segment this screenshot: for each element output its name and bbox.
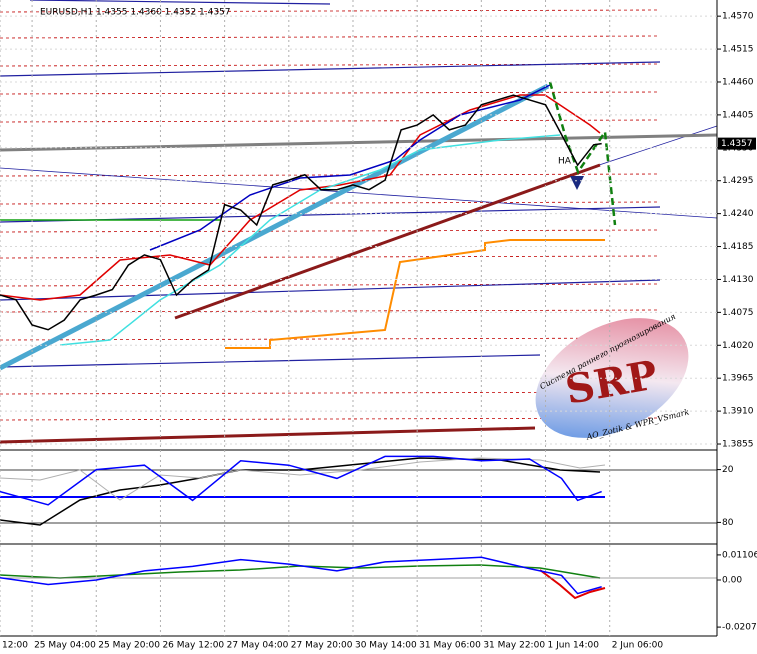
y-tick-label: 1.3855 (722, 440, 754, 450)
x-tick-label: 25 May 04:00 (34, 641, 96, 651)
x-tick-label: 1 Jun 14:00 (548, 641, 600, 651)
annotation: HA (558, 157, 572, 167)
y-tick-label: 1.4240 (722, 209, 754, 219)
y-tick-label: 1.3965 (722, 374, 754, 384)
y-tick-label: 1.4020 (722, 341, 754, 351)
price-line (0, 94, 602, 331)
y-tick-label: 1.4185 (722, 242, 754, 252)
y-tick-label: 1.4460 (722, 77, 754, 87)
x-tick-label: 27 May 04:00 (227, 641, 289, 651)
x-tick-label: 26 May 12:00 (162, 641, 224, 651)
x-tick-label: 12:00 (2, 641, 28, 651)
price-tag-label: 1.4357 (721, 139, 753, 149)
y-tick-label: 1.4130 (722, 275, 754, 285)
price-line (0, 455, 602, 506)
price-line (0, 556, 602, 595)
x-tick-label: 2 Jun 06:00 (612, 641, 664, 651)
price-tag (718, 137, 756, 150)
y-tick-label: 1.4570 (722, 12, 754, 22)
chart-title: EURUSD,H1 1.4355 1.4360 1.4352 1.4357 (40, 8, 231, 18)
x-tick-label: 30 May 14:00 (355, 641, 417, 651)
y-tick-label: 1.4405 (722, 110, 754, 120)
x-tick-label: 25 May 20:00 (98, 641, 160, 651)
y-tick-label: 1.3910 (722, 407, 754, 417)
x-tick-label: 27 May 20:00 (291, 641, 353, 651)
x-tick-label: 31 May 06:00 (419, 641, 481, 651)
y-tick-label: 0.01106 (722, 550, 757, 560)
y-tick-label: 1.4515 (722, 45, 754, 55)
y-tick-label: 20 (722, 465, 734, 475)
y-tick-label: 80 (722, 518, 734, 528)
y-tick-label: 0.00 (722, 575, 742, 585)
x-tick-label: 31 May 22:00 (483, 641, 545, 651)
y-tick-label: -0.02078 (722, 623, 757, 633)
y-tick-label: 1.4295 (722, 176, 754, 186)
y-tick-label: 1.4075 (722, 308, 754, 318)
